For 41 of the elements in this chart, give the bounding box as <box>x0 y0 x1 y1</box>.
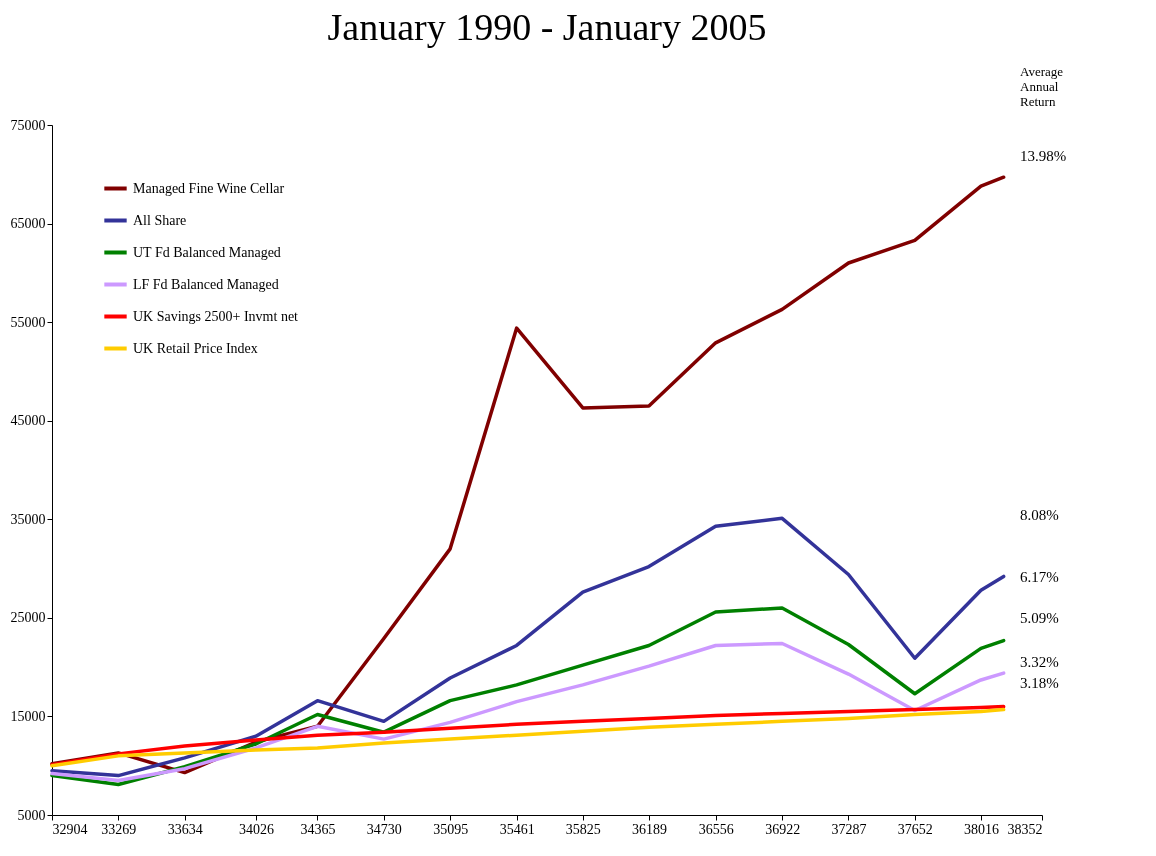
legend-label: UK Retail Price Index <box>133 340 258 356</box>
line-series <box>50 606 1006 787</box>
x-tick-label: 35461 <box>499 821 535 837</box>
y-tick-label: 35000 <box>10 511 46 527</box>
annotation: 3.32% <box>1020 653 1059 670</box>
x-tick-label: 35825 <box>565 821 601 837</box>
y-tick-label: 65000 <box>10 216 46 232</box>
text: Average Annual Return <box>1020 64 1064 110</box>
legend-label: LF Fd Balanced Managed <box>133 276 279 292</box>
y-tick-label: 45000 <box>10 413 46 429</box>
annotation: 8.08% <box>1020 506 1059 523</box>
x-tick-label: 34365 <box>300 821 336 837</box>
y-tick-label: 5000 <box>17 807 46 823</box>
x-tick-label: 38016 <box>963 821 999 837</box>
line-series <box>50 516 1006 778</box>
legend-label: UK Savings 2500+ Invmt net <box>133 308 299 324</box>
x-tick-label: 33269 <box>101 821 137 837</box>
x-tick-label: 32904 <box>52 821 88 837</box>
annotation: 3.18% <box>1020 674 1059 691</box>
x-tick-label: 37652 <box>897 821 933 837</box>
x-tick-label: 34026 <box>238 821 274 837</box>
x-tick-label: 33634 <box>167 821 203 837</box>
x-tick-label: 36189 <box>631 821 667 837</box>
x-tick-label: 36556 <box>698 821 734 837</box>
y-tick-label: 15000 <box>10 708 46 724</box>
legend-label: Managed Fine Wine Cellar <box>133 180 285 196</box>
legend-label: UT Fd Balanced Managed <box>133 244 281 260</box>
x-tick-label: 37287 <box>831 821 867 837</box>
line-series <box>50 641 1006 783</box>
legend-label: All Share <box>133 212 187 228</box>
x-tick-label: 35095 <box>433 821 469 837</box>
chart-title: January 1990 - January 2005 <box>327 6 767 49</box>
y-tick-label: 55000 <box>10 314 46 330</box>
x-tick-label: 34730 <box>366 821 402 837</box>
y-tick-label: 75000 <box>10 117 46 133</box>
annotation: 5.09% <box>1020 610 1059 627</box>
x-tick-label: 38352 <box>1007 821 1043 837</box>
annotation: 13.98% <box>1020 148 1067 165</box>
annotation: 6.17% <box>1020 569 1059 586</box>
y-tick-label: 25000 <box>10 610 46 626</box>
x-tick-label: 36922 <box>765 821 801 837</box>
